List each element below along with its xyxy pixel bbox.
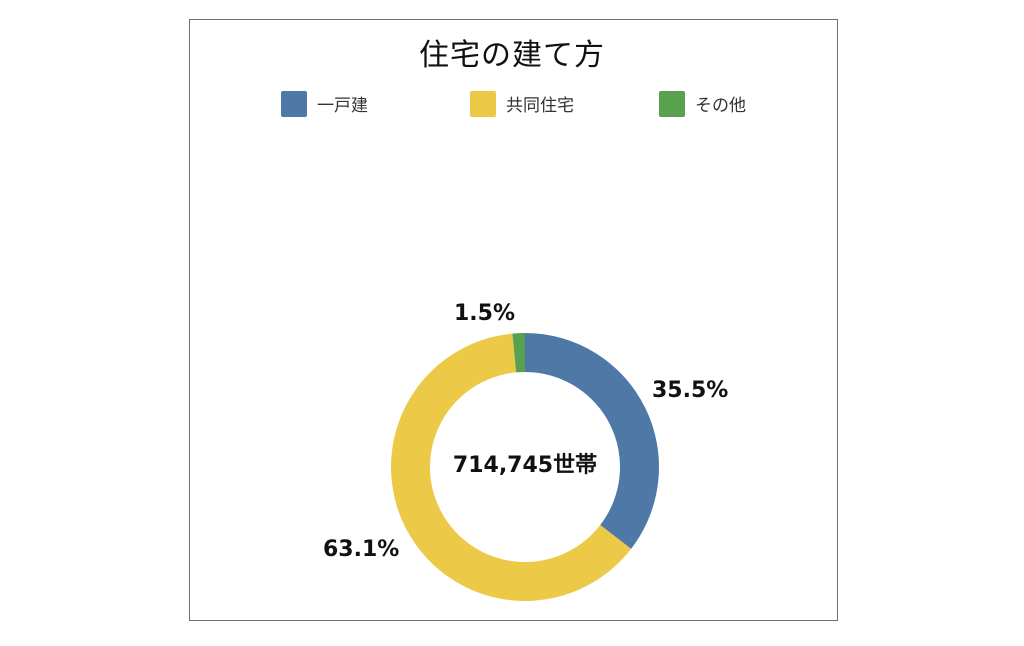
legend-label: 一戸建: [317, 96, 368, 116]
legend-item-other[interactable]: その他: [659, 90, 746, 117]
legend-item-detached-house[interactable]: 一戸建: [281, 90, 368, 117]
donut-center-total: 714,745世帯: [452, 453, 598, 478]
legend-label: その他: [695, 96, 746, 116]
legend-swatch-blue-icon: [281, 90, 307, 117]
slice-other[interactable]: [512, 333, 525, 373]
chart-frame: [189, 19, 838, 621]
slice-label-apartment: 63.1%: [323, 537, 400, 562]
legend-swatch-green-icon: [659, 90, 685, 117]
slice-apartment[interactable]: [391, 333, 632, 601]
legend-swatch-yellow-icon: [470, 90, 496, 117]
chart-title: 住宅の建て方: [419, 38, 605, 73]
slice-detached-house[interactable]: [525, 333, 659, 549]
slice-label-other: 1.5%: [454, 301, 516, 326]
legend-label: 共同住宅: [506, 96, 574, 116]
legend-item-apartment[interactable]: 共同住宅: [470, 90, 574, 117]
donut-slices: [391, 333, 659, 601]
slice-label-detached-house: 35.5%: [652, 378, 729, 403]
